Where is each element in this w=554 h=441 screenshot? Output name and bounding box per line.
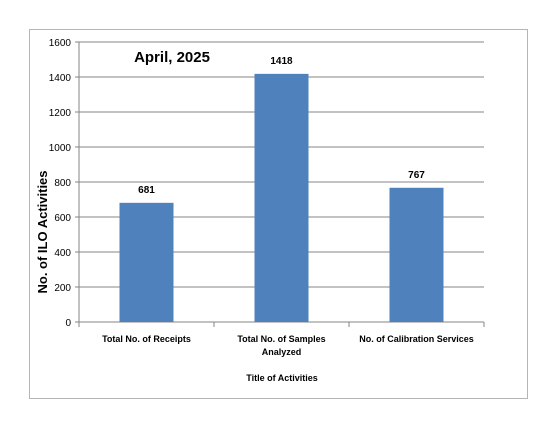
data-label: 1418 (270, 56, 293, 67)
y-tick-label: 600 (54, 213, 71, 224)
bar (119, 202, 174, 322)
bar (254, 73, 309, 322)
y-tick-label: 400 (54, 248, 71, 259)
y-tick-label: 1200 (49, 108, 72, 119)
x-axis-title: Title of Activities (246, 373, 318, 383)
y-tick-label: 800 (54, 178, 71, 189)
y-tick-label: 1600 (49, 38, 72, 49)
y-tick-label: 1400 (49, 73, 72, 84)
y-tick-label: 0 (65, 318, 71, 329)
x-tick-label: Total No. of Receipts (102, 334, 191, 344)
x-tick-label: Total No. of Samples (237, 334, 325, 344)
x-tick-label: Analyzed (262, 347, 302, 357)
chart-title: April, 2025 (134, 49, 210, 66)
y-tick-label: 200 (54, 283, 71, 294)
x-tick-label: No. of Calibration Services (359, 334, 474, 344)
y-axis-title: No. of ILO Activities (35, 170, 50, 293)
data-label: 681 (138, 185, 155, 196)
bar (389, 187, 444, 322)
data-label: 767 (408, 170, 425, 181)
labels: 0 200 400 600 800 1000 1200 1400 1600 681 Total No… (49, 38, 474, 357)
y-tick-label: 1000 (49, 143, 72, 154)
bars (119, 73, 444, 322)
